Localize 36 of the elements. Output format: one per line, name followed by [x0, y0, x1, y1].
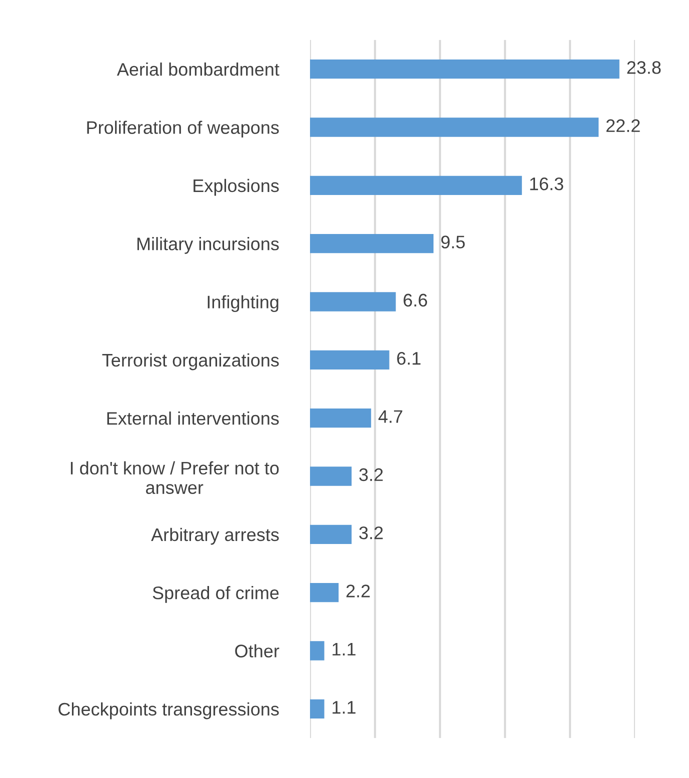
y-tick-label: Terrorist organizations	[102, 353, 279, 370]
data-label: 6.6	[404, 294, 428, 307]
data-label: 1.1	[332, 642, 356, 656]
bar	[310, 408, 372, 428]
y-tick-label: Arbitrary arrests	[151, 528, 279, 545]
data-label: 3.2	[359, 468, 383, 482]
data-label: 1.1	[332, 701, 356, 714]
y-tick-label: Aerial bombardment	[116, 62, 280, 76]
bar	[310, 699, 324, 719]
bar	[310, 350, 390, 370]
data-label: 16.3	[530, 177, 564, 190]
bar	[310, 466, 352, 486]
data-label: 23.8	[627, 61, 661, 74]
y-tick-label: I don't know / Prefer not to answer	[70, 461, 279, 494]
bar	[310, 118, 599, 137]
data-label: 3.2	[359, 526, 383, 540]
data-label: 2.2	[346, 584, 370, 598]
y-tick-label: Checkpoints transgressions	[58, 702, 279, 720]
data-label: 9.5	[441, 236, 465, 248]
bar	[310, 59, 620, 79]
y-tick-label: External interventions	[107, 412, 279, 425]
y-tick-label: Spread of crime	[152, 586, 279, 603]
data-label: 22.2	[606, 119, 640, 132]
bar	[310, 176, 522, 196]
y-tick-label: Military incursions	[137, 237, 279, 254]
bar	[310, 641, 324, 660]
bar	[310, 582, 339, 602]
y-tick-label: Other	[235, 644, 280, 658]
y-tick-label: Explosions	[194, 178, 279, 196]
bar	[310, 524, 352, 544]
y-tick-label: Proliferation of weapons	[87, 120, 279, 138]
y-tick-label: Infighting	[208, 295, 278, 312]
bar	[310, 234, 434, 254]
data-label: 6.1	[397, 352, 420, 365]
bar	[310, 292, 396, 312]
data-label: 4.7	[378, 410, 402, 423]
